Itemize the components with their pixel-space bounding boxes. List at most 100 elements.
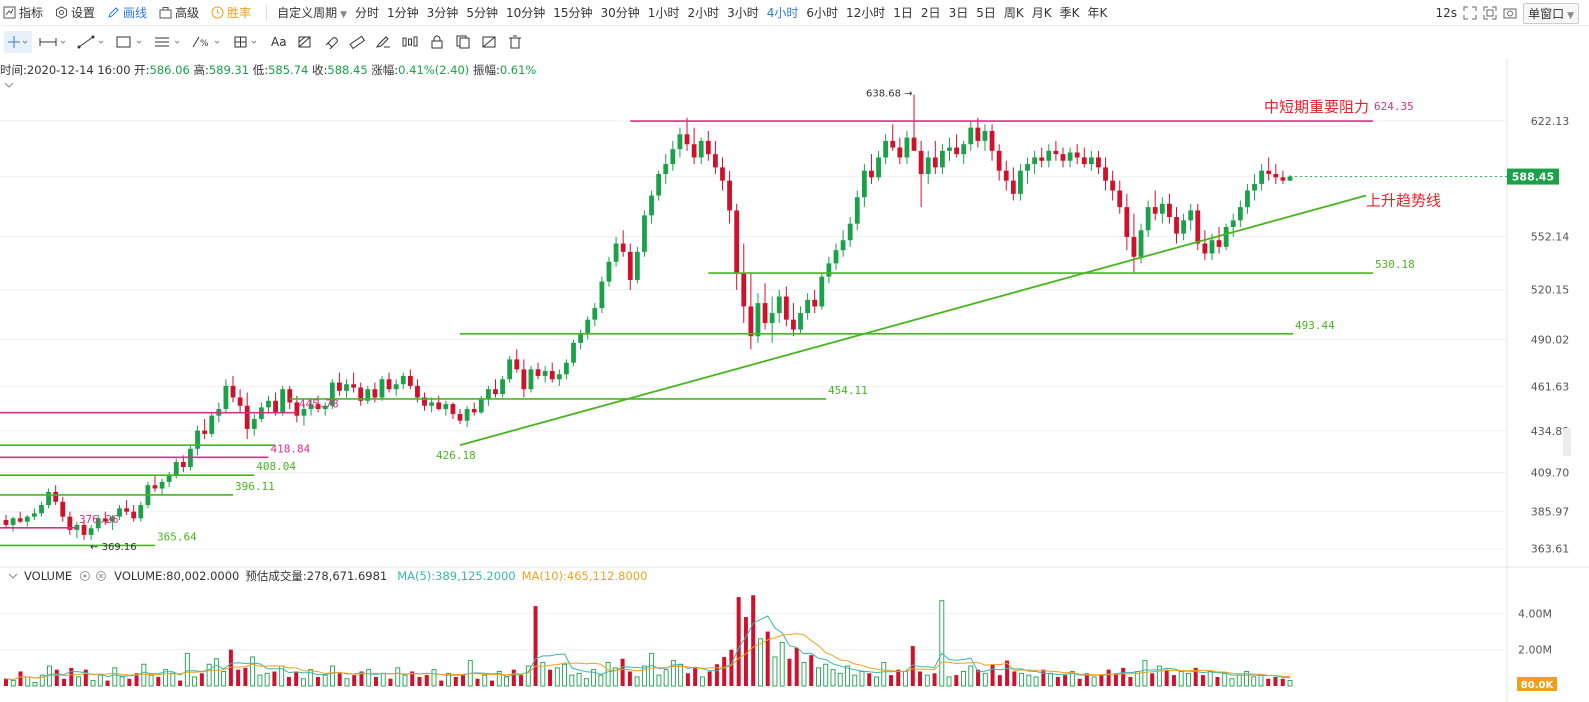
volume-bar [4,678,8,686]
rectangle-tool[interactable] [112,31,146,53]
magnet-tool[interactable] [320,31,342,53]
candle-body [1259,170,1265,184]
candle-body [925,157,931,175]
winrate-button[interactable]: 胜率 [208,0,254,26]
period-option[interactable]: 2日 [920,6,941,20]
candle-body [202,430,208,434]
volume-bar [924,674,930,687]
volume-bar [272,671,277,686]
candle-body [365,389,371,401]
y-tick-label: 520.15 [1531,284,1570,297]
period-option[interactable]: 3小时 [727,6,759,20]
close-value: 588.45 [327,63,368,77]
volume-bar [461,675,466,686]
indicator-button[interactable]: 指标 [0,0,46,26]
draw-button[interactable]: 画线 [104,0,150,26]
trendline-tool[interactable] [74,31,108,53]
period-list: 分时 1分钟 3分钟 5分钟 10分钟 15分钟 30分钟 1小时 2小时 3小时 4小时 6小时 12… [351,4,1111,21]
collapse-chevron-icon[interactable] [4,80,14,90]
candle-body [138,505,144,519]
candle-body [443,404,449,410]
period-option[interactable]: 1分钟 [387,6,419,20]
period-option[interactable]: 1小时 [647,6,680,20]
volume-header: VOLUME VOLUME:80,002.0000 预估成交量:278,671.… [0,568,647,584]
period-option[interactable]: 季K [1059,6,1080,20]
collapse-chevron-icon[interactable] [6,571,20,581]
period-option[interactable]: 5日 [976,6,996,20]
volume-bar [787,658,792,686]
y-tick-label: 409.70 [1531,466,1570,479]
window-mode-label: 单窗口 [1528,6,1565,21]
window-mode-select[interactable]: 单窗口 ▼ [1523,2,1579,24]
expand-icon[interactable] [1463,6,1477,20]
settings-icon[interactable] [78,570,92,582]
volume-bar [997,675,1002,686]
candle-body [982,130,988,141]
candle-body [904,137,910,158]
period-option[interactable]: 分时 [355,6,380,20]
period-option[interactable]: 2小时 [687,6,720,20]
candle-body [1053,150,1059,155]
high-marker-label: 638.68 → [866,89,913,100]
volume-bar [794,647,799,686]
volume-bar [939,600,945,687]
period-option[interactable]: 30分钟 [600,6,640,20]
level-price-label: 454.11 [828,384,868,397]
volume-bar [612,667,618,687]
candle-body [386,379,392,390]
candle-body [280,389,286,413]
candle-body [308,404,314,410]
volume-bar [1041,669,1046,686]
candle-body [599,281,605,309]
custom-period-select[interactable]: 自定义周期 ▼ [273,4,351,21]
period-option[interactable]: 3日 [948,6,969,20]
pattern-tool[interactable] [294,31,316,53]
period-option[interactable]: 6小时 [806,6,838,20]
period-option[interactable]: 周K [1003,6,1024,20]
period-option[interactable]: 10分钟 [505,6,546,20]
text-tool[interactable]: Aa [268,31,290,53]
candle-body [1152,207,1158,214]
horizontal-line-tool[interactable] [36,31,70,53]
period-option[interactable]: 月K [1031,6,1052,20]
candle-body [478,399,484,413]
crosshair-tool[interactable] [4,31,32,53]
volume-bar [105,680,110,686]
period-option[interactable]: 3分钟 [426,6,459,20]
delete-tool[interactable] [504,31,526,53]
hide-tool[interactable] [478,31,500,53]
volume-bar [845,665,850,687]
measure-tool[interactable] [230,31,264,53]
period-option[interactable]: 5分钟 [466,6,498,20]
settings-button[interactable]: 设置 [52,0,98,26]
volume-bar [1280,678,1285,686]
screenshot-icon[interactable] [1503,6,1517,20]
candle-body [88,528,94,535]
advanced-button[interactable]: 高级 [156,0,202,26]
candle-body [535,369,541,376]
high-value: 589.31 [208,63,250,77]
price-chart[interactable]: 622.13 552.14 520.15 490.02 461.63 434.89 409.… [0,58,1589,702]
volume-bar [540,661,546,687]
fibonacci-tool[interactable]: % [188,31,226,53]
top-right-controls: 12s 单窗口 ▼ [1436,0,1579,26]
period-option[interactable]: 年K [1087,6,1108,20]
close-icon[interactable] [94,570,108,582]
candle-tool[interactable] [398,31,422,53]
refresh-interval[interactable]: 12s [1435,6,1458,20]
period-option[interactable]: 12小时 [846,6,886,20]
candle-body [826,263,832,277]
brush-tool[interactable] [372,31,394,53]
copy-tool[interactable] [452,31,474,53]
volume-bar [1069,671,1075,687]
period-option[interactable]: 15分钟 [553,6,593,20]
period-option[interactable]: 1日 [893,6,913,20]
lock-tool[interactable] [426,31,448,53]
period-option[interactable]: 4小时 [766,6,799,20]
fullscreen-icon[interactable] [1483,6,1497,20]
ruler-tool[interactable] [346,31,368,53]
volume-ma10-line [5,633,1291,681]
volume-bar [982,672,988,687]
candle-body [691,144,697,158]
channel-tool[interactable] [150,31,184,53]
